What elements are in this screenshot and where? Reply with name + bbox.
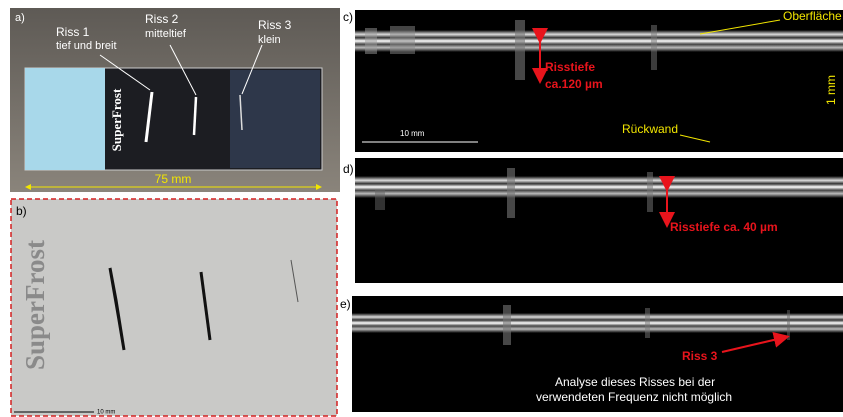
figure: SuperFrost a) Riss 1 tief und breit Riss… — [0, 0, 843, 417]
crack-desc: mitteltief — [145, 28, 187, 40]
panel-e: e) Riss 3 Analyse dieses Risses bei der … — [340, 296, 843, 412]
scale-label: 10 mm — [400, 129, 425, 138]
crack-echo — [651, 25, 657, 70]
crack-label: Riss 1 — [56, 25, 90, 39]
crack-echo — [507, 168, 515, 218]
crack-label: Riss 2 — [145, 12, 179, 26]
annotation: Risstiefe ca. 40 µm — [670, 220, 778, 234]
scale-label: 10 mm — [97, 410, 115, 416]
micrograph — [11, 199, 337, 416]
annotation: Rückwand — [622, 122, 678, 136]
panel-label: c) — [343, 10, 353, 24]
panel-label: e) — [340, 297, 351, 311]
artifact — [390, 26, 415, 54]
surface-echo — [355, 30, 843, 52]
slide-text: SuperFrost — [109, 88, 124, 151]
panel-d: d) Risstiefe ca. 40 µm — [343, 158, 843, 283]
annotation: Riss 3 — [682, 349, 718, 363]
artifact — [365, 28, 377, 54]
crack-desc: tief und breit — [56, 40, 117, 52]
note: Analyse dieses Risses bei der — [555, 375, 715, 389]
crack-echo — [647, 172, 653, 212]
panel-label: a) — [15, 12, 25, 24]
panel-b: b) SuperFrost 10 mm — [11, 199, 337, 416]
surface-echo — [352, 313, 843, 333]
annotation: Oberfläche — [783, 9, 842, 23]
panel-c: c) Oberfläche Risstiefe ca.120 µm 10 mm … — [343, 9, 843, 152]
slide-text: SuperFrost — [20, 240, 50, 370]
crack-label: Riss 3 — [258, 18, 292, 32]
note: verwendeten Frequenz nicht möglich — [536, 390, 732, 404]
surface-echo — [355, 176, 843, 198]
scale-label: 1 mm — [824, 75, 838, 105]
crack-echo — [645, 308, 650, 338]
reflection — [230, 70, 320, 168]
crack-desc: klein — [258, 34, 281, 46]
slide-label — [25, 68, 105, 170]
crack-echo — [787, 310, 790, 340]
panel-a: SuperFrost a) Riss 1 tief und breit Riss… — [10, 8, 340, 192]
crack-echo — [515, 20, 525, 80]
artifact — [375, 190, 385, 210]
depth-title: Risstiefe — [545, 60, 595, 74]
crack-echo — [503, 305, 511, 345]
depth-value: ca.120 µm — [545, 77, 603, 91]
panel-label: d) — [343, 162, 354, 176]
panel-label: b) — [16, 204, 27, 218]
dimension-label: 75 mm — [155, 172, 192, 186]
